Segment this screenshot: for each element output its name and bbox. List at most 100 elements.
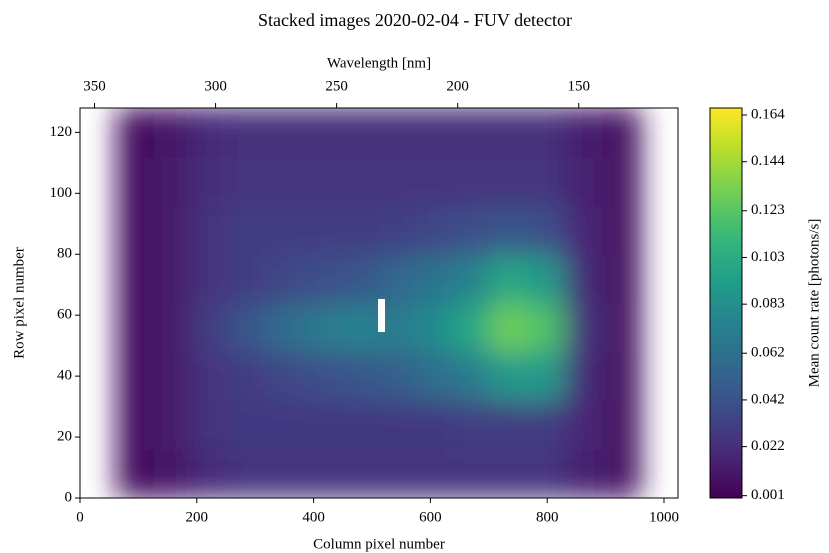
heatmap-cell (564, 253, 605, 304)
heatmap-cell (191, 253, 231, 304)
heatmap-cell (490, 399, 530, 451)
heatmap-cell (452, 155, 493, 207)
heatmap-cell (527, 108, 567, 158)
heatmap-cell (415, 399, 455, 451)
colorbar-tick-label: 0.062 (751, 345, 785, 361)
x2-tick-label: 250 (325, 78, 348, 94)
x2-tick-label: 200 (446, 78, 469, 94)
heatmap-cell (340, 155, 380, 207)
colorbar-tick-label: 0.103 (751, 249, 785, 265)
colorbar-tick-label: 0.042 (751, 391, 785, 407)
colorbar-tick-label: 0.164 (751, 106, 785, 122)
colorbar (709, 107, 743, 499)
heatmap-cell (340, 350, 380, 402)
heatmap-cell (490, 108, 530, 158)
heatmap-cell (191, 302, 231, 353)
heatmap-cell (265, 448, 306, 498)
heatmap-cell (602, 350, 642, 402)
heatmap-cell (116, 253, 156, 304)
heatmap-cell (564, 302, 605, 353)
chart-title: Stacked images 2020-02-04 - FUV detector (258, 10, 572, 30)
heatmap-cell (527, 448, 567, 498)
heatmap-cell (602, 399, 642, 451)
heatmap-cell (378, 108, 418, 158)
heatmap-cell (153, 253, 194, 304)
x-tick-label: 200 (186, 509, 209, 525)
heatmap-cell (378, 350, 418, 402)
heatmap-cell (228, 108, 268, 158)
heatmap-cell (228, 155, 268, 207)
heatmap-cell (564, 448, 605, 498)
x2-tick-label: 150 (567, 78, 590, 94)
heatmap-cell (527, 302, 567, 353)
colorbar-tick-label: 0.001 (751, 487, 785, 503)
heatmap-cell (490, 302, 530, 353)
x2-tick-label: 300 (204, 78, 227, 94)
heatmap-cell (303, 253, 343, 304)
heatmap-cell (153, 350, 194, 402)
colorbar-tick-label: 0.123 (751, 202, 785, 218)
heatmap-cell (265, 302, 306, 353)
heatmap-cell (415, 108, 455, 158)
heatmap-cell (303, 302, 343, 353)
heatmap-cell (153, 399, 194, 451)
heatmap-cell (303, 108, 343, 158)
heatmap-cell (452, 350, 493, 402)
heatmap-cell (415, 253, 455, 304)
heatmap-cell (228, 448, 268, 498)
heatmap-cell (340, 302, 380, 353)
heatmap-cell (265, 108, 306, 158)
heatmap-cell (602, 253, 642, 304)
heatmap-cell (228, 350, 268, 402)
colorbar-tick-label: 0.083 (751, 296, 785, 312)
heatmap-cell (228, 302, 268, 353)
y-tick-label: 60 (57, 307, 72, 323)
x-axis-label: Column pixel number (313, 536, 445, 552)
heatmap-cell (527, 399, 567, 451)
x2-tick-label: 350 (83, 78, 106, 94)
colorbar-tick-label: 0.022 (751, 438, 785, 454)
heatmap-cell (265, 253, 306, 304)
heatmap-cell (564, 108, 605, 158)
colorbar-tick-label: 0.144 (751, 153, 785, 169)
y-tick-label: 100 (50, 185, 73, 201)
heatmap-cell (340, 448, 380, 498)
colorbar-label: Mean count rate [photons/s] (806, 219, 822, 388)
heatmap-cell (153, 448, 194, 498)
heatmap-cell (116, 108, 156, 158)
heatmap-cell (191, 108, 231, 158)
heatmap-cell (116, 350, 156, 402)
y-axis-label: Row pixel number (11, 247, 27, 359)
heatmap-cell (191, 399, 231, 451)
heatmap-cell (265, 350, 306, 402)
heatmap-cell (116, 448, 156, 498)
x-tick-label: 0 (76, 509, 84, 525)
x-tick-label: 800 (536, 509, 559, 525)
heatmap-cell (340, 253, 380, 304)
x-tick-label: 600 (419, 509, 442, 525)
heatmap-cell (415, 448, 455, 498)
heatmap-cell (191, 350, 231, 402)
masked-region (378, 299, 385, 332)
x-tick-label: 400 (302, 509, 325, 525)
heatmap-cell (602, 204, 642, 256)
heatmap-cell (602, 108, 642, 158)
heatmap-cell (116, 399, 156, 451)
heatmap-cell (265, 204, 306, 256)
y-tick-label: 20 (57, 429, 72, 445)
heatmap-cell (378, 399, 418, 451)
plot-frame (79, 107, 679, 499)
heatmap-cell (303, 155, 343, 207)
heatmap-cell (452, 204, 493, 256)
x2-axis-label: Wavelength [nm] (327, 55, 431, 71)
y-tick-label: 80 (57, 246, 72, 262)
heatmap-cell (490, 253, 530, 304)
heatmap-cell (340, 204, 380, 256)
heatmap-cell (153, 108, 194, 158)
heatmap-cell (303, 399, 343, 451)
heatmap-cell (378, 253, 418, 304)
heatmap-cell (340, 108, 380, 158)
heatmap-cell (452, 253, 493, 304)
